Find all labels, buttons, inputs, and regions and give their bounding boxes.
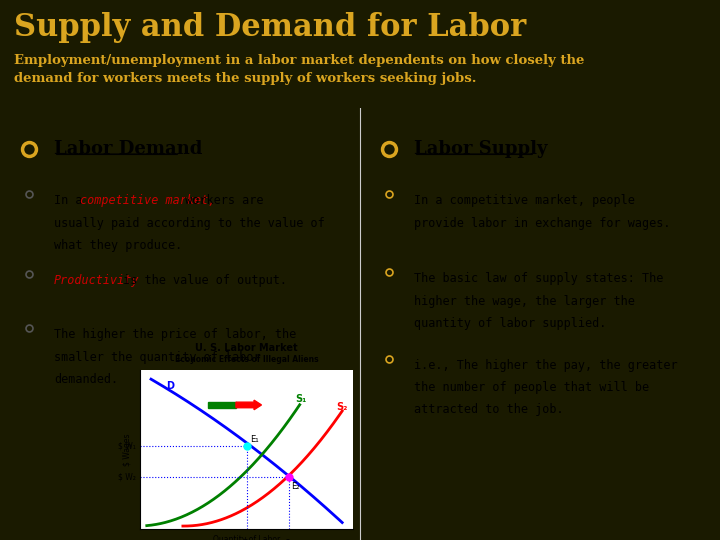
Text: Q₁: Q₁ (242, 539, 251, 540)
Text: is the value of output.: is the value of output. (116, 274, 287, 287)
Text: i.e., The higher the pay, the greater: i.e., The higher the pay, the greater (414, 359, 678, 372)
FancyArrow shape (236, 400, 261, 410)
Text: In a competitive market, people: In a competitive market, people (414, 194, 635, 207)
Text: Labor Supply: Labor Supply (414, 140, 547, 158)
Text: D: D (166, 381, 174, 391)
Text: Labor Demand: Labor Demand (54, 140, 202, 158)
Text: quantity of labor supplied.: quantity of labor supplied. (414, 317, 606, 330)
Text: attracted to the job.: attracted to the job. (414, 403, 564, 416)
Text: E₂: E₂ (291, 482, 300, 491)
Text: higher the wage, the larger the: higher the wage, the larger the (414, 295, 635, 308)
X-axis label: Quantity of Labor: Quantity of Labor (213, 535, 280, 540)
Text: S₁: S₁ (295, 394, 307, 404)
Text: Economic Effects of Illegal Aliens: Economic Effects of Illegal Aliens (175, 355, 318, 364)
Text: smaller the quantity of labor: smaller the quantity of labor (54, 351, 261, 364)
Text: Q₂: Q₂ (284, 539, 294, 540)
Text: what they produce.: what they produce. (54, 239, 182, 252)
Text: $ W₁: $ W₁ (118, 442, 136, 451)
FancyArrow shape (208, 402, 236, 408)
Text: Employment/unemployment in a labor market dependents on how closely the
demand f: Employment/unemployment in a labor marke… (14, 55, 585, 85)
Text: $ Wages: $ Wages (123, 433, 132, 466)
Text: U. S. Labor Market: U. S. Labor Market (195, 343, 298, 353)
Text: $ W₂: $ W₂ (118, 472, 136, 481)
Text: the number of people that will be: the number of people that will be (414, 381, 649, 394)
Text: The higher the price of labor, the: The higher the price of labor, the (54, 328, 296, 341)
Text: competitive market,: competitive market, (80, 194, 215, 207)
Text: Supply and Demand for Labor: Supply and Demand for Labor (14, 12, 526, 43)
Text: The basic law of supply states: The: The basic law of supply states: The (414, 272, 663, 285)
Text: demanded.: demanded. (54, 373, 118, 386)
Text: S₂: S₂ (336, 402, 347, 411)
Text: Productivity: Productivity (54, 274, 140, 287)
Text: E₁: E₁ (250, 435, 258, 443)
Text: In a: In a (54, 194, 89, 207)
Text: usually paid according to the value of: usually paid according to the value of (54, 217, 325, 230)
Text: provide labor in exchange for wages.: provide labor in exchange for wages. (414, 217, 670, 230)
Text: workers are: workers are (179, 194, 264, 207)
